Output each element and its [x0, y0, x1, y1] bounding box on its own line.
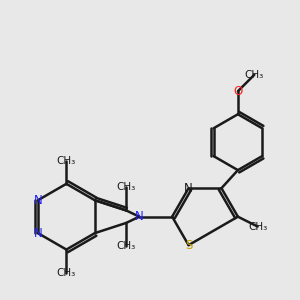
- Text: CH₃: CH₃: [116, 182, 136, 192]
- Text: N: N: [34, 194, 42, 207]
- Text: CH₃: CH₃: [245, 70, 264, 80]
- Text: CH₃: CH₃: [116, 241, 136, 251]
- Text: O: O: [233, 85, 242, 98]
- Text: CH₃: CH₃: [57, 156, 76, 166]
- Text: CH₃: CH₃: [248, 221, 267, 232]
- Text: S: S: [185, 238, 192, 252]
- Text: N: N: [184, 182, 193, 195]
- Text: N: N: [135, 210, 144, 223]
- Text: N: N: [34, 226, 42, 240]
- Text: CH₃: CH₃: [57, 268, 76, 278]
